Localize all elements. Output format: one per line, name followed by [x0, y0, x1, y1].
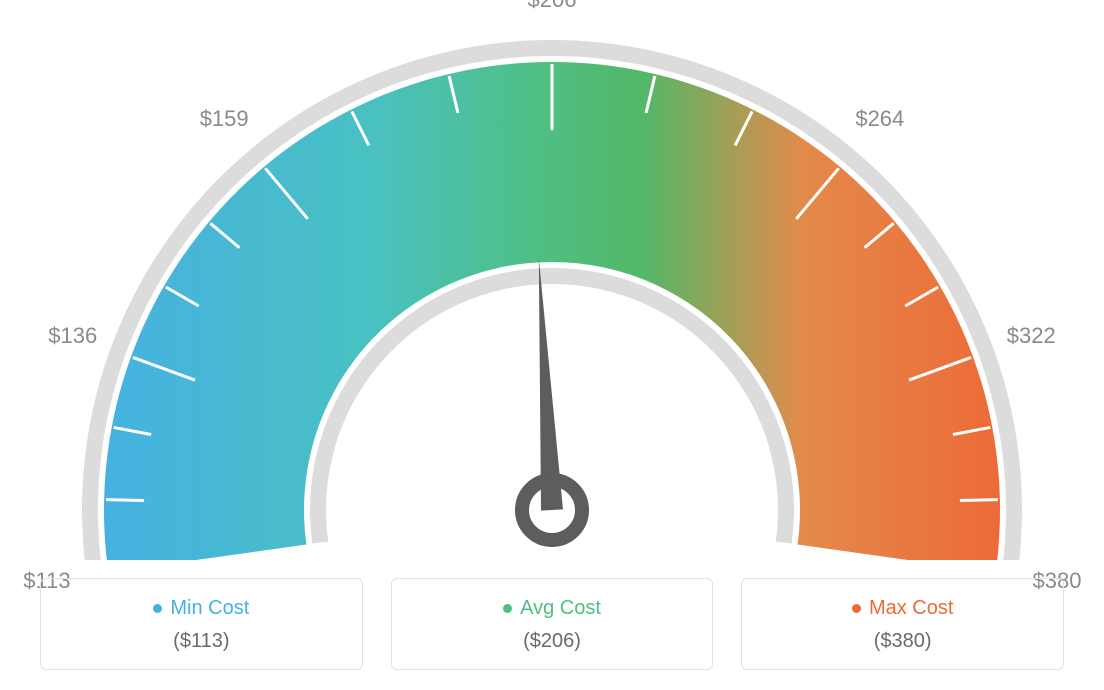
gauge-scale-label: $322 [1007, 323, 1056, 349]
gauge-svg [0, 0, 1104, 560]
gauge-scale-label: $206 [528, 0, 577, 13]
legend-min-title: Min Cost [153, 597, 249, 620]
legend-avg: Avg Cost ($206) [391, 578, 714, 670]
legend-max: Max Cost ($380) [741, 578, 1064, 670]
legend-row: Min Cost ($113) Avg Cost ($206) Max Cost… [40, 578, 1064, 670]
legend-min-label: Min Cost [170, 597, 249, 620]
legend-min: Min Cost ($113) [40, 578, 363, 670]
legend-max-title: Max Cost [852, 597, 953, 620]
gauge-scale-label: $136 [48, 323, 97, 349]
gauge-needle [539, 258, 563, 510]
gauge-scale-label: $159 [200, 106, 249, 132]
chart-container: $113$136$159$206$264$322$380 Min Cost ($… [0, 0, 1104, 690]
legend-max-dot [852, 604, 861, 613]
legend-avg-dot [503, 604, 512, 613]
legend-avg-value: ($206) [402, 630, 703, 653]
legend-min-value: ($113) [51, 630, 352, 653]
legend-max-value: ($380) [752, 630, 1053, 653]
gauge-area: $113$136$159$206$264$322$380 [0, 0, 1104, 560]
gauge-tick-minor [106, 500, 144, 501]
gauge-tick-minor [960, 500, 998, 501]
legend-max-label: Max Cost [869, 597, 953, 620]
legend-min-dot [153, 604, 162, 613]
legend-avg-label: Avg Cost [520, 597, 601, 620]
gauge-scale-label: $264 [855, 106, 904, 132]
legend-avg-title: Avg Cost [503, 597, 601, 620]
